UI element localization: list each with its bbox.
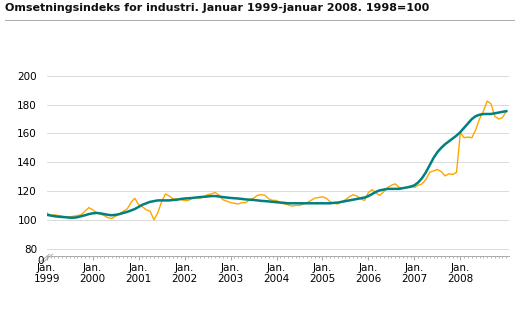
Text: Omsetningsindeks for industri. Januar 1999-januar 2008. 1998=100: Omsetningsindeks for industri. Januar 19…: [5, 3, 429, 13]
Text: 0: 0: [37, 256, 44, 266]
